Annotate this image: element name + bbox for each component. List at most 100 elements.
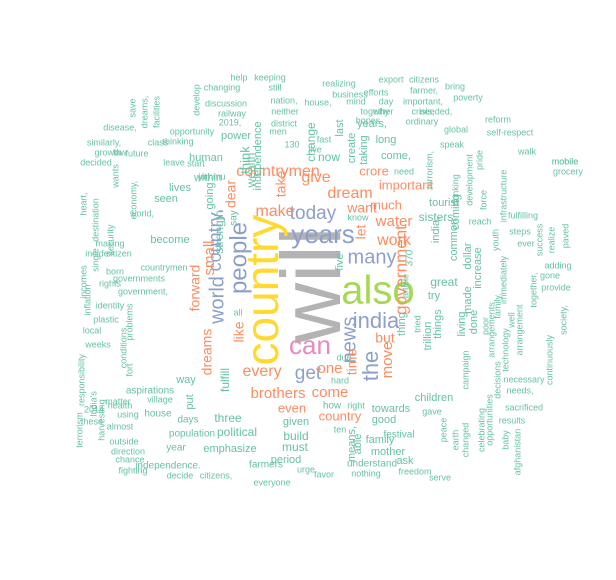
word-single: single	[90, 248, 100, 272]
word-last: last	[334, 119, 346, 136]
word-success: success	[534, 223, 544, 256]
word-all: all	[233, 307, 242, 317]
word-independence: independence	[252, 121, 264, 190]
word-growth: growth	[94, 147, 121, 157]
word-house: house	[144, 409, 172, 420]
word-within: within	[193, 172, 222, 184]
word-efforts: efforts	[364, 87, 389, 97]
word-celebrating: celebrating	[476, 408, 486, 452]
word-country: country,	[205, 209, 225, 272]
word-speak: speak	[440, 139, 465, 149]
word-destination: destination	[90, 198, 100, 242]
word-railway: railway	[218, 108, 247, 118]
word-local: local	[83, 325, 102, 335]
word-citizen: citizen	[106, 248, 132, 258]
word-inflation: inflation	[82, 284, 92, 315]
word-countrymen: countrymen	[140, 262, 187, 272]
word-india: india	[353, 308, 400, 333]
word-need: need	[394, 166, 414, 176]
word-mobile: mobile	[552, 156, 579, 166]
word-water: water	[375, 213, 413, 230]
word-sacrificed: sacrificed	[505, 402, 543, 412]
word-try: try	[428, 290, 441, 302]
word-changing: changing	[204, 82, 241, 92]
word-done: done	[468, 310, 480, 334]
word-must: must	[282, 440, 309, 454]
word-get: get	[295, 363, 322, 384]
word-results: results	[499, 415, 526, 425]
word-dollar: dollar	[462, 242, 474, 269]
word-future: future	[125, 148, 148, 158]
word-economy: economy,	[128, 181, 138, 219]
word-political: political	[217, 425, 257, 439]
word-dreams: dreams	[199, 329, 215, 376]
word-people: people	[225, 222, 252, 294]
word-outside: outside	[109, 436, 138, 446]
word-day: day	[379, 96, 394, 106]
word-crisis: crisis,	[412, 106, 435, 116]
word-even: even	[278, 400, 306, 415]
word-great: great	[430, 275, 458, 289]
word-tourist: tourist	[429, 197, 459, 209]
word-article: article	[400, 274, 410, 298]
word-every: every	[242, 363, 281, 380]
word-many: many	[348, 246, 397, 268]
word-want: want	[346, 200, 377, 216]
word-disease: disease,	[103, 122, 137, 132]
word-decisions: decisions	[492, 361, 502, 399]
word-make: make	[255, 203, 294, 220]
word-world: world	[206, 276, 228, 325]
word-conditions: conditions	[118, 327, 128, 368]
word-things: things	[432, 309, 444, 339]
word-changed: changed	[460, 423, 470, 458]
word-dear: dear	[223, 180, 239, 208]
word-harvesting: harvesting	[96, 399, 106, 441]
word-men: men	[269, 126, 287, 136]
word-fighting: fighting	[118, 465, 147, 475]
word-independence: independence.	[135, 461, 201, 472]
word-farmer: farmer,	[410, 85, 438, 95]
word-freedom: freedom	[398, 466, 431, 476]
word-2019: 2019,	[219, 117, 242, 127]
word-aspirations: aspirations	[126, 386, 174, 397]
word-increase: increase	[472, 247, 484, 289]
word-ordinary: ordinary	[406, 116, 439, 126]
word-period: period	[271, 454, 302, 466]
word-countrymen: countrymen	[236, 163, 320, 180]
word-law: law	[113, 147, 127, 157]
word-opportunities: opportunities	[484, 394, 494, 446]
word-country: country	[236, 215, 288, 366]
word-ever: ever	[517, 238, 535, 248]
word-create: create	[346, 133, 358, 164]
word-how: how	[323, 401, 342, 412]
word-india: india,	[430, 217, 442, 243]
word-dream: dream	[327, 185, 372, 202]
word-build: build	[283, 429, 308, 443]
word-important: important,	[403, 96, 443, 106]
word-government: government,	[118, 286, 168, 296]
word-pride: pride	[474, 150, 484, 170]
word-way: way	[175, 374, 196, 386]
word-save: save	[127, 98, 137, 117]
word-time: time	[344, 349, 360, 376]
word-responsibility: responsibility	[76, 353, 86, 406]
word-fast: fast	[317, 134, 332, 144]
word-power: power	[221, 130, 251, 142]
word-family: family,	[492, 293, 502, 318]
word-citizens: citizens,	[200, 470, 233, 480]
word-thing: thing	[396, 312, 408, 336]
word-plastic: plastic	[93, 314, 119, 324]
word-given: given	[283, 416, 309, 428]
word-continuously: continuously	[544, 334, 554, 385]
word-poor: poor	[480, 317, 490, 335]
word-important: important	[379, 177, 434, 192]
word-decide: decide	[167, 470, 194, 480]
word-say: say	[229, 210, 240, 226]
word-together: together,	[528, 272, 538, 307]
word-global: global	[444, 124, 468, 134]
word-reach: reach	[469, 216, 492, 226]
word-know: know	[347, 212, 369, 222]
word-three: three	[214, 411, 242, 425]
word-due: due	[336, 352, 351, 362]
word-living: living	[456, 311, 468, 336]
